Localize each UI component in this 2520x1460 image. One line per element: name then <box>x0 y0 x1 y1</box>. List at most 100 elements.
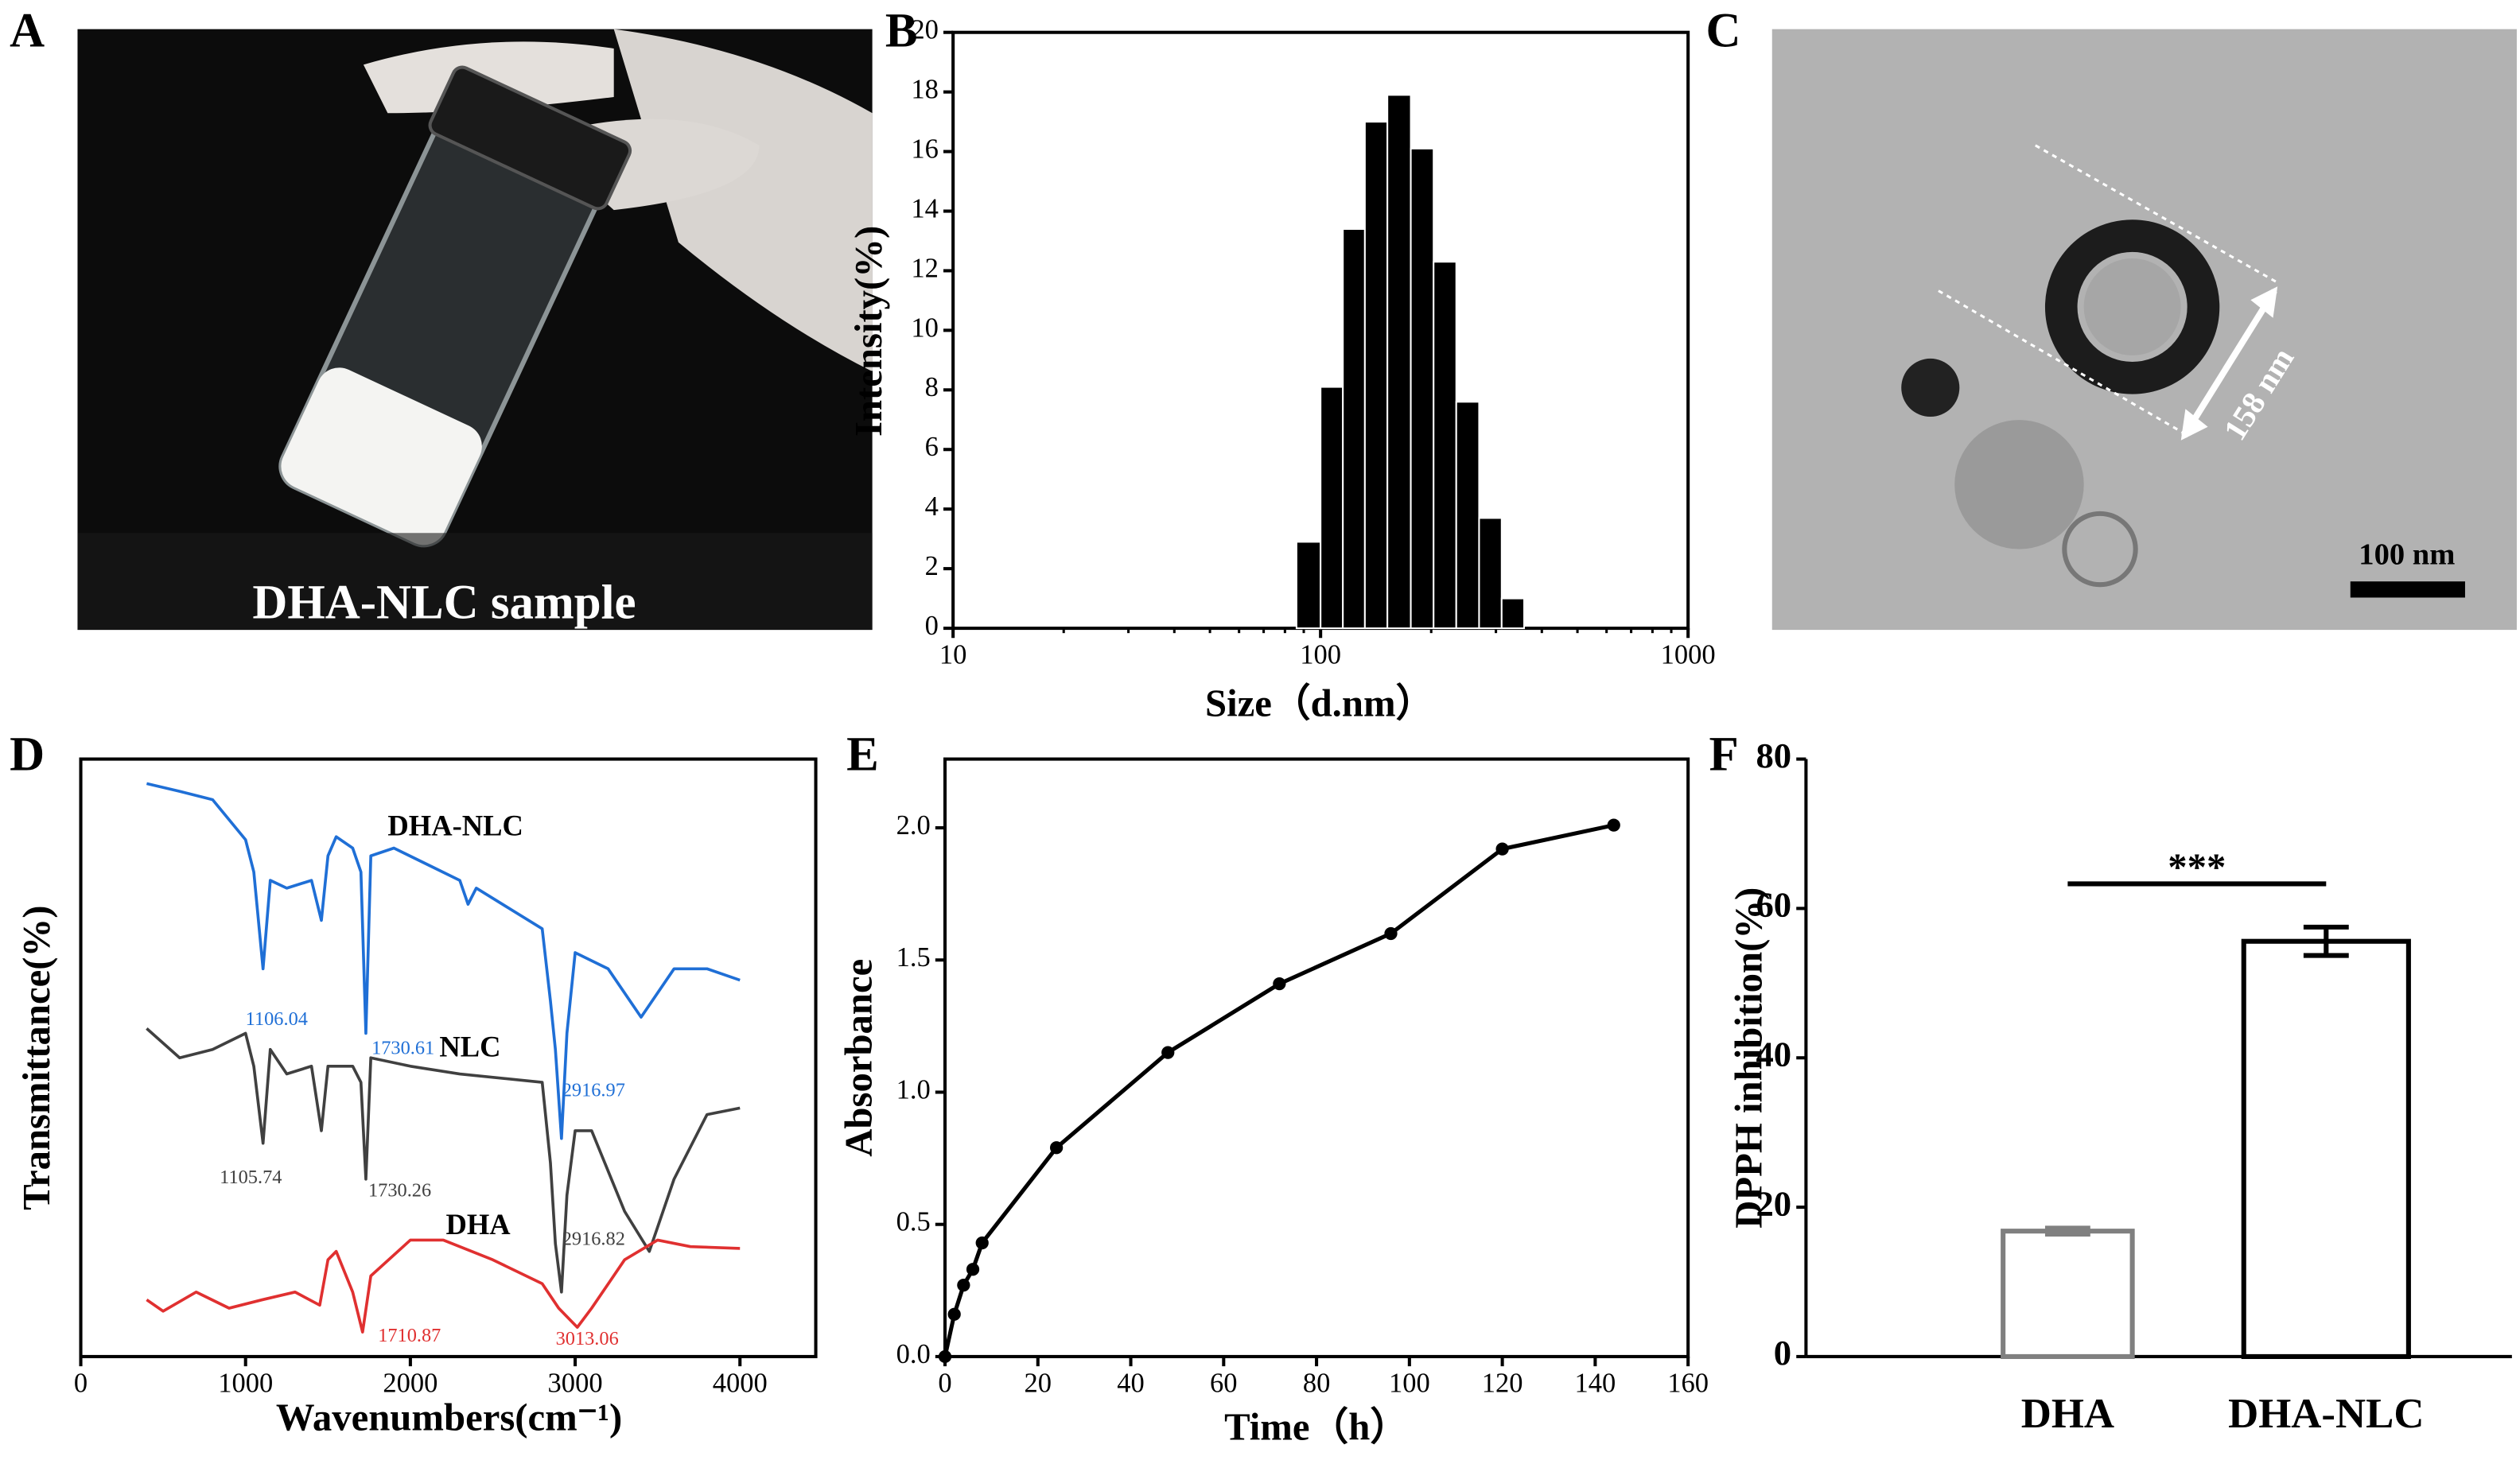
peak-annotation: 1730.61 <box>371 1038 434 1059</box>
bar <box>1478 517 1503 630</box>
data-line <box>943 823 1615 1357</box>
series-label: DHA-NLC <box>387 809 523 841</box>
error-bar <box>2303 924 2349 958</box>
y-tick-label: 6 <box>925 432 939 462</box>
data-line <box>146 1238 741 1334</box>
x-tick-label: 2000 <box>383 1368 438 1398</box>
y-tick-label: 10 <box>911 313 939 343</box>
y-tick-label: 0.5 <box>896 1207 931 1237</box>
panel-label: A <box>10 5 45 58</box>
y-axis-label: DPPH inhibition(%) <box>1728 887 1771 1229</box>
y-tick-label: 16 <box>911 134 939 165</box>
panel-label: F <box>1709 728 1739 782</box>
x-tick-label: 100 <box>1389 1368 1430 1398</box>
x-axis-label: Time（h） <box>1224 1406 1409 1449</box>
x-tick-label: 60 <box>1210 1368 1238 1398</box>
x-tick-label: DHA-NLC <box>2228 1391 2424 1437</box>
y-axis-label: Transmittance(%) <box>15 906 58 1210</box>
panel-label: C <box>1705 5 1740 58</box>
y-tick-label: 20 <box>911 15 939 45</box>
plot-frame <box>943 757 1690 1358</box>
x-tick-label: DHA <box>2021 1391 2114 1437</box>
significance-label: *** <box>2168 845 2226 888</box>
series-label: DHA <box>445 1208 511 1241</box>
panel-label: D <box>10 728 45 782</box>
bar <box>2001 1229 2135 1359</box>
y-tick-label: 60 <box>1756 885 1791 925</box>
y-axis-label: Intensity(%) <box>847 226 890 437</box>
x-tick-label: 160 <box>1667 1368 1709 1398</box>
bar <box>1342 227 1366 630</box>
data-point <box>966 1263 980 1276</box>
x-tick-label: 140 <box>1574 1368 1616 1398</box>
panel-label: E <box>846 728 879 782</box>
y-tick-label: 1.5 <box>896 942 931 973</box>
data-point <box>1607 818 1620 832</box>
bar <box>2241 938 2411 1359</box>
data-point <box>1050 1141 1064 1155</box>
data-point <box>957 1279 970 1292</box>
y-tick-label: 14 <box>911 193 939 223</box>
data-point <box>1495 842 1509 856</box>
bar <box>1433 261 1457 630</box>
peak-annotation: 1710.87 <box>378 1325 441 1346</box>
data-point <box>1273 977 1286 991</box>
data-line <box>146 782 741 1140</box>
y-tick-label: 18 <box>911 75 939 105</box>
y-tick-label: 0 <box>1774 1333 1791 1373</box>
x-tick-label: 10 <box>939 640 967 670</box>
x-tick-label: 4000 <box>713 1368 768 1398</box>
error-bar <box>2044 1225 2090 1237</box>
peak-annotation: 2916.97 <box>562 1079 625 1101</box>
x-axis-label: Wavenumbers(cm⁻¹) <box>276 1396 622 1439</box>
data-point <box>947 1307 961 1321</box>
y-tick-label: 80 <box>1756 736 1791 775</box>
x-tick-label: 3000 <box>548 1368 603 1398</box>
x-tick-label: 1000 <box>1661 640 1716 670</box>
x-tick-label: 20 <box>1025 1368 1052 1398</box>
panel-label: B <box>885 5 918 58</box>
data-point <box>1384 926 1398 941</box>
y-tick-label: 0 <box>925 611 939 641</box>
peak-annotation: 3013.06 <box>556 1328 619 1349</box>
x-tick-label: 40 <box>1117 1368 1145 1398</box>
data-point <box>1161 1046 1175 1059</box>
x-tick-label: 100 <box>1300 640 1341 670</box>
x-tick-label: 1000 <box>218 1368 273 1398</box>
y-tick-label: 40 <box>1756 1034 1791 1074</box>
x-tick-label: 80 <box>1303 1368 1331 1398</box>
x-tick-label: 0 <box>938 1368 951 1398</box>
scale-bar-label: 100 nm <box>2359 538 2455 572</box>
photo-caption: DHA-NLC sample <box>252 577 636 630</box>
y-tick-label: 2.0 <box>896 810 931 841</box>
y-tick-label: 8 <box>925 372 939 402</box>
peak-annotation: 1105.74 <box>220 1167 282 1188</box>
peak-annotation: 2916.82 <box>562 1228 625 1249</box>
x-tick-label: 0 <box>74 1368 88 1398</box>
data-point <box>975 1236 989 1250</box>
x-tick-label: 120 <box>1482 1368 1523 1398</box>
y-axis-label: Absorbance <box>838 959 881 1157</box>
bar <box>1386 94 1412 630</box>
bar <box>1363 121 1389 630</box>
series-label: NLC <box>439 1030 500 1062</box>
y-tick-label: 12 <box>911 253 939 283</box>
y-tick-label: 0.0 <box>896 1339 931 1369</box>
peak-annotation: 1730.26 <box>368 1179 431 1201</box>
bar <box>1455 401 1480 630</box>
photo-a: DHA-NLC sample <box>77 29 873 631</box>
photo-c: 158 nm 100 nm <box>1771 29 2517 631</box>
data-line <box>146 1027 741 1294</box>
y-tick-label: 4 <box>925 491 939 522</box>
y-tick-label: 1.0 <box>896 1074 931 1105</box>
data-point <box>938 1349 952 1364</box>
bar <box>1500 597 1526 630</box>
plot-frame <box>79 757 818 1358</box>
y-tick-label: 2 <box>925 551 939 581</box>
bar <box>1320 386 1344 630</box>
bar <box>1295 541 1322 630</box>
y-tick-label: 20 <box>1756 1183 1791 1223</box>
bar <box>1410 147 1435 630</box>
peak-annotation: 1106.04 <box>246 1008 308 1030</box>
